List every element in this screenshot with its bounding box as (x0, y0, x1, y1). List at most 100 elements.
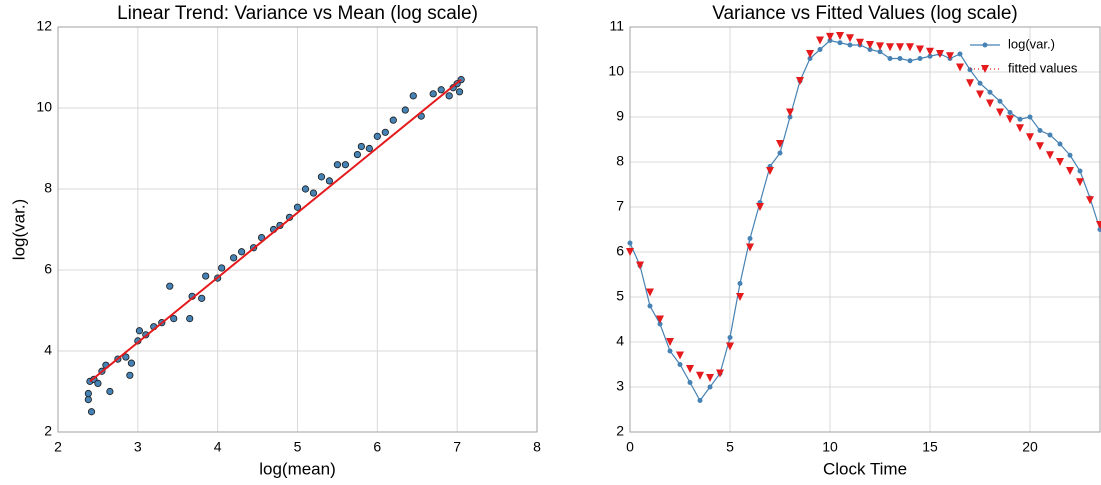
marker (807, 56, 813, 61)
x-tick-label: 5 (726, 439, 734, 455)
x-tick-label: 2 (54, 439, 62, 455)
marker (1036, 142, 1044, 151)
marker (1026, 133, 1034, 142)
marker (987, 89, 993, 95)
marker (726, 342, 734, 351)
x-tick-label: 3 (134, 439, 142, 455)
y-tick-label: 6 (616, 243, 624, 259)
scatter-point (325, 177, 334, 185)
marker (1006, 115, 1014, 124)
x-tick-label: 7 (453, 439, 461, 455)
scatter-point (373, 132, 381, 140)
marker (986, 99, 994, 108)
marker (976, 90, 984, 99)
marker (836, 32, 844, 40)
marker (676, 351, 684, 360)
marker (997, 98, 1003, 104)
marker (1046, 151, 1054, 160)
scatter-point (186, 314, 194, 323)
marker (727, 335, 733, 340)
marker (716, 369, 724, 378)
scatter-point (429, 90, 437, 98)
axes-frame (57, 26, 538, 433)
marker (866, 41, 874, 49)
marker (837, 40, 843, 46)
y-tick-label: 12 (36, 18, 52, 34)
marker (696, 371, 704, 380)
marker (907, 58, 913, 64)
legend-label: fitted values (1008, 60, 1078, 75)
marker (1016, 124, 1024, 133)
scatter-point (218, 264, 226, 272)
scatter-point (293, 203, 302, 211)
scatter-point (94, 379, 102, 387)
scatter-point (357, 142, 365, 151)
scatter-point (87, 408, 96, 416)
chart-title: Variance vs Fitted Values (log scale) (712, 3, 1018, 24)
marker (867, 47, 873, 52)
marker (887, 56, 893, 61)
y-tick-label: 10 (608, 63, 624, 79)
y-tick-label: 2 (44, 423, 52, 439)
marker (736, 293, 744, 301)
scatter-point (381, 128, 389, 136)
scatter-point (166, 282, 174, 290)
subplot: 0 5 10 15 20 2 3 4 5 6 7 8 9 10 11 Variance vs Fitted V… (608, 3, 1101, 478)
y-tick-label: 8 (616, 153, 624, 169)
scatter-point (127, 359, 136, 367)
chart-title: Linear Trend: Variance vs Mean (log scal… (117, 3, 478, 24)
marker (746, 243, 754, 252)
subplot: 2 3 4 5 6 7 8 2 4 6 8 10 12 Linear Trend: Variance vs… (9, 3, 541, 478)
scatter-point (170, 314, 178, 323)
marker (917, 56, 923, 61)
y-tick-label: 11 (609, 18, 624, 34)
x-tick-label: 4 (214, 439, 222, 455)
y-tick-label: 6 (44, 261, 52, 277)
scatter-point (202, 272, 210, 280)
marker (1076, 178, 1084, 187)
marker (697, 398, 703, 403)
x-tick-label: 8 (533, 439, 541, 455)
marker (677, 362, 683, 367)
marker (1057, 141, 1063, 147)
scatter-point (122, 353, 130, 361)
scatter-point (455, 88, 464, 96)
marker (1067, 152, 1073, 158)
marker (957, 51, 963, 57)
marker (1086, 196, 1094, 205)
scatter-point (353, 150, 361, 159)
marker (707, 384, 713, 390)
marker (1017, 116, 1023, 122)
scatter-point (198, 294, 206, 302)
plot-area (630, 27, 1100, 432)
marker (776, 140, 784, 148)
y-tick-label: 9 (616, 108, 624, 124)
scatter-point (333, 161, 342, 169)
scatter-point (401, 106, 409, 114)
y-tick-label: 7 (616, 198, 624, 214)
marker (996, 108, 1004, 117)
y-tick-label: 4 (616, 333, 624, 349)
marker (1007, 110, 1013, 115)
marker (926, 47, 934, 56)
y-tick-label: 5 (616, 288, 624, 304)
marker (777, 150, 783, 156)
marker (956, 63, 964, 72)
marker (1056, 158, 1064, 166)
marker (1047, 132, 1053, 138)
marker (966, 79, 974, 88)
marker (756, 203, 764, 211)
marker (636, 261, 644, 270)
scatter-point (126, 371, 134, 379)
scatter-point (106, 387, 114, 396)
scatter-point (309, 189, 318, 197)
marker (627, 240, 633, 246)
marker (786, 108, 794, 117)
marker (877, 49, 883, 55)
y-axis-label: log(var.) (9, 199, 28, 260)
marker (796, 77, 804, 85)
scatter-point (84, 389, 92, 398)
marker (946, 52, 954, 61)
marker (806, 50, 814, 58)
